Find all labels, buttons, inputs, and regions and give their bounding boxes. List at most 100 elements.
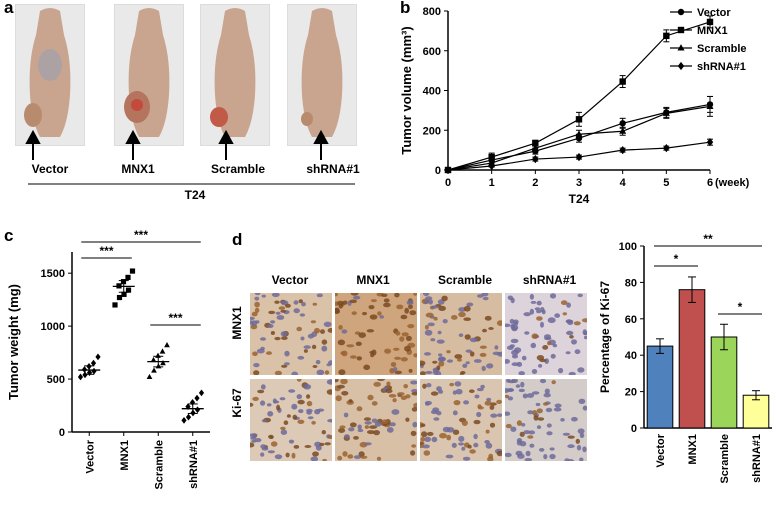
nucleus <box>268 310 276 315</box>
ihc-row-label: Ki-67 <box>230 388 244 418</box>
nucleus <box>300 336 305 341</box>
nucleus <box>353 295 361 300</box>
legend-marker <box>677 8 685 16</box>
nucleus <box>515 384 521 388</box>
nucleus <box>505 359 510 364</box>
data-point <box>619 120 626 127</box>
nucleus <box>432 360 438 364</box>
nucleus <box>477 294 484 298</box>
nucleus <box>532 391 540 395</box>
nucleus <box>274 336 281 341</box>
nucleus <box>267 411 274 417</box>
nucleus <box>355 341 362 346</box>
nucleus <box>530 300 537 304</box>
nucleus <box>274 370 282 375</box>
nucleus <box>424 324 429 330</box>
ihc-row-label: MNX1 <box>230 306 244 340</box>
nucleus <box>523 430 531 435</box>
nucleus <box>442 319 448 324</box>
legend-marker <box>677 26 685 34</box>
nucleus <box>255 320 260 324</box>
y-tick-label: 0 <box>59 427 65 439</box>
nucleus <box>410 450 416 456</box>
data-point <box>575 116 583 123</box>
nucleus <box>344 434 350 439</box>
nucleus <box>353 436 359 440</box>
nucleus <box>479 352 487 357</box>
nucleus <box>364 442 372 446</box>
nucleus <box>338 325 343 330</box>
x-tick-label: Vector <box>84 439 96 473</box>
nucleus <box>549 293 557 299</box>
bar-MNX1 <box>678 289 706 429</box>
data-point <box>706 138 714 147</box>
nucleus <box>431 305 439 309</box>
nucleus <box>436 339 445 344</box>
nucleus <box>303 345 311 349</box>
nucleus <box>469 351 475 357</box>
nucleus <box>562 312 567 316</box>
legend-label: MNX1 <box>697 25 728 37</box>
bar-Scramble <box>710 336 738 429</box>
nucleus <box>497 351 502 357</box>
nucleus <box>316 293 323 298</box>
nucleus <box>436 365 441 371</box>
nucleus <box>565 351 571 355</box>
nucleus <box>284 303 291 308</box>
nucleus <box>267 324 274 328</box>
nucleus <box>338 369 346 375</box>
y-tick-label: 600 <box>423 46 441 58</box>
nucleus <box>392 398 397 403</box>
nucleus <box>505 411 511 416</box>
nucleus <box>484 440 490 444</box>
nucleus <box>582 446 587 453</box>
nucleus <box>397 392 405 396</box>
ihc-column-label: MNX1 <box>356 273 390 287</box>
nucleus <box>353 455 361 459</box>
nucleus <box>369 425 378 429</box>
nucleus <box>567 435 575 439</box>
nucleus <box>462 456 471 461</box>
nucleus <box>518 388 525 393</box>
nucleus <box>521 355 527 361</box>
nucleus <box>509 318 515 324</box>
data-point <box>532 139 539 147</box>
nucleus <box>547 317 556 324</box>
nucleus <box>276 404 281 411</box>
nucleus <box>253 363 260 368</box>
nucleus <box>320 329 325 334</box>
ihc-image <box>420 293 502 375</box>
data-point <box>125 287 132 293</box>
nucleus <box>306 394 311 399</box>
panel-label-a: a <box>4 0 14 17</box>
nucleus <box>449 382 454 387</box>
nucleus <box>562 432 570 436</box>
nucleus <box>310 320 317 324</box>
nucleus <box>427 322 435 327</box>
nucleus <box>474 394 480 399</box>
nucleus <box>465 361 470 365</box>
group-label: Scramble <box>210 162 266 176</box>
nucleus <box>446 350 451 354</box>
nucleus <box>473 442 479 448</box>
legend-marker <box>677 61 685 71</box>
nucleus <box>486 363 494 369</box>
nucleus <box>376 456 382 461</box>
nucleus <box>381 419 389 424</box>
ihc-image <box>335 379 417 461</box>
nucleus <box>335 395 342 402</box>
nucleus <box>551 380 556 385</box>
nucleus <box>540 307 545 313</box>
nucleus <box>326 379 332 385</box>
nucleus <box>579 457 584 461</box>
nucleus <box>582 405 587 411</box>
data-point <box>129 268 136 274</box>
nucleus <box>393 347 400 351</box>
x-tick-label: 3 <box>576 177 582 189</box>
arrow-icon <box>218 129 234 160</box>
nucleus <box>533 415 539 421</box>
nucleus <box>536 425 542 429</box>
nucleus <box>394 356 401 360</box>
nucleus <box>445 454 454 459</box>
x-tick-label: Scramble <box>153 440 165 490</box>
